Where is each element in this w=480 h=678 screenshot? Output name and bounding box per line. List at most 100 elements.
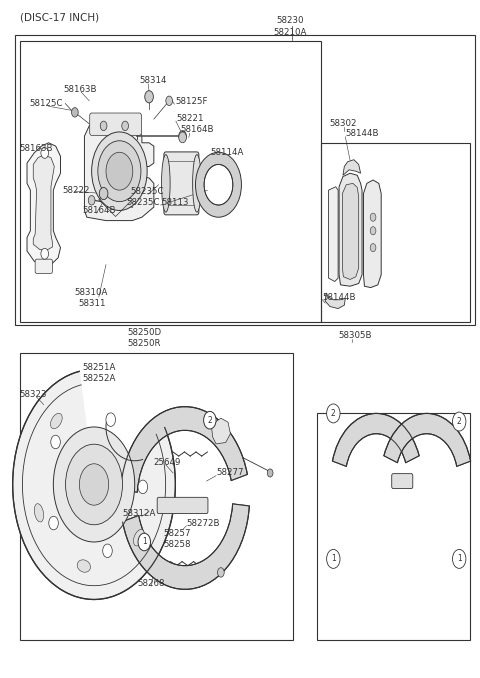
Text: 58164B: 58164B [82,206,116,215]
Text: 58222: 58222 [62,186,89,195]
Circle shape [51,435,60,449]
Text: 58305B: 58305B [338,331,372,340]
Text: 25649: 25649 [153,458,180,466]
Circle shape [103,544,112,557]
Circle shape [99,187,108,199]
Text: 58250R: 58250R [128,339,161,348]
Wedge shape [120,407,247,492]
Text: 58114A: 58114A [210,148,244,157]
Text: 58113: 58113 [161,198,189,207]
Text: 58221: 58221 [177,114,204,123]
Text: 58268: 58268 [137,580,165,589]
Text: 2: 2 [331,409,336,418]
Text: 58164B: 58164B [180,125,214,134]
Text: 1: 1 [142,538,147,546]
Circle shape [204,412,216,429]
Circle shape [98,141,141,201]
Bar [15,35,475,325]
Wedge shape [122,504,249,589]
Text: 58323: 58323 [20,390,48,399]
Circle shape [217,567,224,577]
Circle shape [138,533,151,551]
Text: 58235C: 58235C [130,187,163,196]
Text: 58277: 58277 [216,468,243,477]
Text: 58310A: 58310A [75,289,108,298]
Text: 58210A: 58210A [274,28,307,37]
Circle shape [106,413,116,426]
Ellipse shape [161,155,170,212]
Text: 58144B: 58144B [345,129,379,138]
Text: 58235C: 58235C [126,198,159,207]
Polygon shape [84,123,154,220]
Text: 2: 2 [207,416,212,424]
Circle shape [41,148,48,159]
Circle shape [453,549,466,568]
Wedge shape [195,153,241,217]
Text: 58314: 58314 [140,76,167,85]
Text: 1: 1 [331,555,336,563]
Circle shape [92,132,147,210]
Text: 58144B: 58144B [323,292,356,302]
Text: 58230: 58230 [276,16,303,26]
Circle shape [41,248,48,259]
Circle shape [53,427,135,542]
Polygon shape [342,183,359,279]
Circle shape [326,549,340,568]
Polygon shape [325,293,345,308]
Ellipse shape [133,530,144,546]
Circle shape [179,131,186,142]
Text: 2: 2 [457,417,462,426]
FancyBboxPatch shape [157,498,208,513]
Wedge shape [80,366,167,485]
FancyBboxPatch shape [90,113,142,136]
Text: 58125C: 58125C [29,99,63,108]
Ellipse shape [77,560,91,572]
Text: 58251A: 58251A [82,363,115,372]
Text: 58258: 58258 [163,540,191,549]
Circle shape [138,480,147,494]
Text: (DISC-17 INCH): (DISC-17 INCH) [20,13,99,22]
Circle shape [145,91,154,103]
Ellipse shape [35,504,44,522]
Text: 58163B: 58163B [20,144,53,153]
Text: 58272B: 58272B [186,519,220,527]
Bar [317,414,470,640]
Circle shape [453,412,466,431]
Text: 58125F: 58125F [175,97,208,106]
Circle shape [100,121,107,131]
Circle shape [72,108,78,117]
Polygon shape [343,160,360,175]
Circle shape [267,469,273,477]
Bar [20,41,322,322]
Circle shape [12,370,175,599]
Circle shape [370,243,376,252]
Circle shape [179,132,186,143]
Text: 58257: 58257 [163,530,191,538]
Text: 58163B: 58163B [63,85,96,94]
Polygon shape [27,143,60,266]
Wedge shape [333,414,419,466]
Polygon shape [328,186,338,281]
Circle shape [166,96,172,106]
Circle shape [88,195,95,205]
FancyBboxPatch shape [35,259,52,273]
Circle shape [370,226,376,235]
Polygon shape [211,418,230,444]
FancyBboxPatch shape [392,474,413,489]
Circle shape [370,213,376,221]
Circle shape [326,404,340,423]
Polygon shape [363,180,381,287]
Text: 58311: 58311 [79,299,106,308]
Circle shape [122,121,129,131]
Polygon shape [339,174,362,286]
Ellipse shape [192,155,201,212]
Wedge shape [384,414,470,466]
Ellipse shape [50,414,62,428]
Text: 58250D: 58250D [128,327,162,337]
Circle shape [66,444,122,525]
Text: 58252A: 58252A [82,374,115,384]
Text: 58312A: 58312A [123,509,156,518]
Circle shape [106,153,133,190]
Text: 1: 1 [457,555,462,563]
Circle shape [79,464,108,505]
